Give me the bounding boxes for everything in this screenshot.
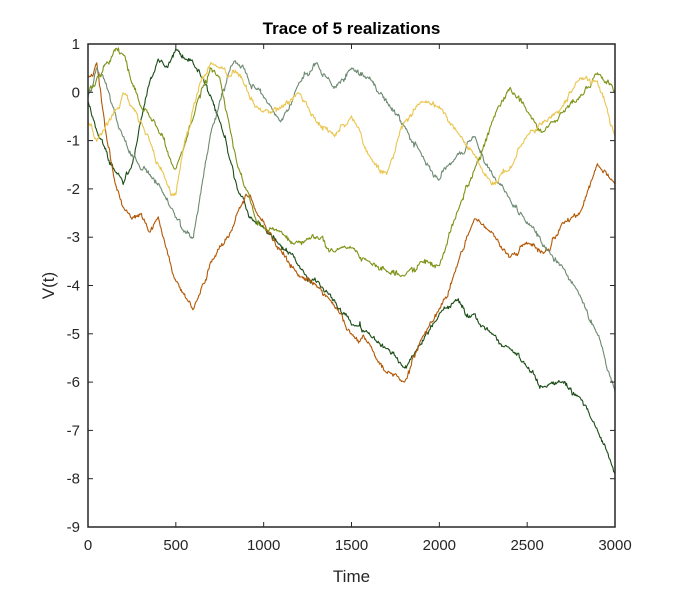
y-tick-label: -4 <box>67 278 80 295</box>
x-tick-label: 2500 <box>510 537 543 554</box>
series-line-5 <box>87 61 616 197</box>
chart-title: Trace of 5 realizations <box>263 19 441 38</box>
y-tick-label: -3 <box>67 229 80 246</box>
x-tick-label: 2000 <box>423 537 456 554</box>
series-line-4 <box>87 47 616 278</box>
x-tick-label: 500 <box>163 537 188 554</box>
series-line-3 <box>87 60 616 392</box>
y-tick-label: -2 <box>67 181 80 198</box>
x-tick-label: 1000 <box>247 537 280 554</box>
y-tick-label: -6 <box>67 374 80 391</box>
y-tick-label: 1 <box>72 36 80 53</box>
y-tick-label: -1 <box>67 133 80 150</box>
y-tick-label: 0 <box>72 84 80 101</box>
y-tick-label: -8 <box>67 471 80 488</box>
y-axis-label: V(t) <box>39 272 58 299</box>
series-line-2 <box>87 62 616 383</box>
x-tick-label: 1500 <box>335 537 368 554</box>
x-tick-label: 0 <box>84 537 92 554</box>
series-layer <box>87 47 616 475</box>
y-tick-label: -7 <box>67 422 80 439</box>
x-tick-label: 3000 <box>598 537 631 554</box>
x-axis-label: Time <box>333 567 370 586</box>
series-line-1 <box>87 48 616 475</box>
ticks-layer: 0 500 1000 1500 2000 2500 3000 1 0 -1 -2 -3 -4 -5 -6 -7… <box>67 36 632 554</box>
y-tick-label: -9 <box>67 519 80 536</box>
y-tick-label: -5 <box>67 326 80 343</box>
